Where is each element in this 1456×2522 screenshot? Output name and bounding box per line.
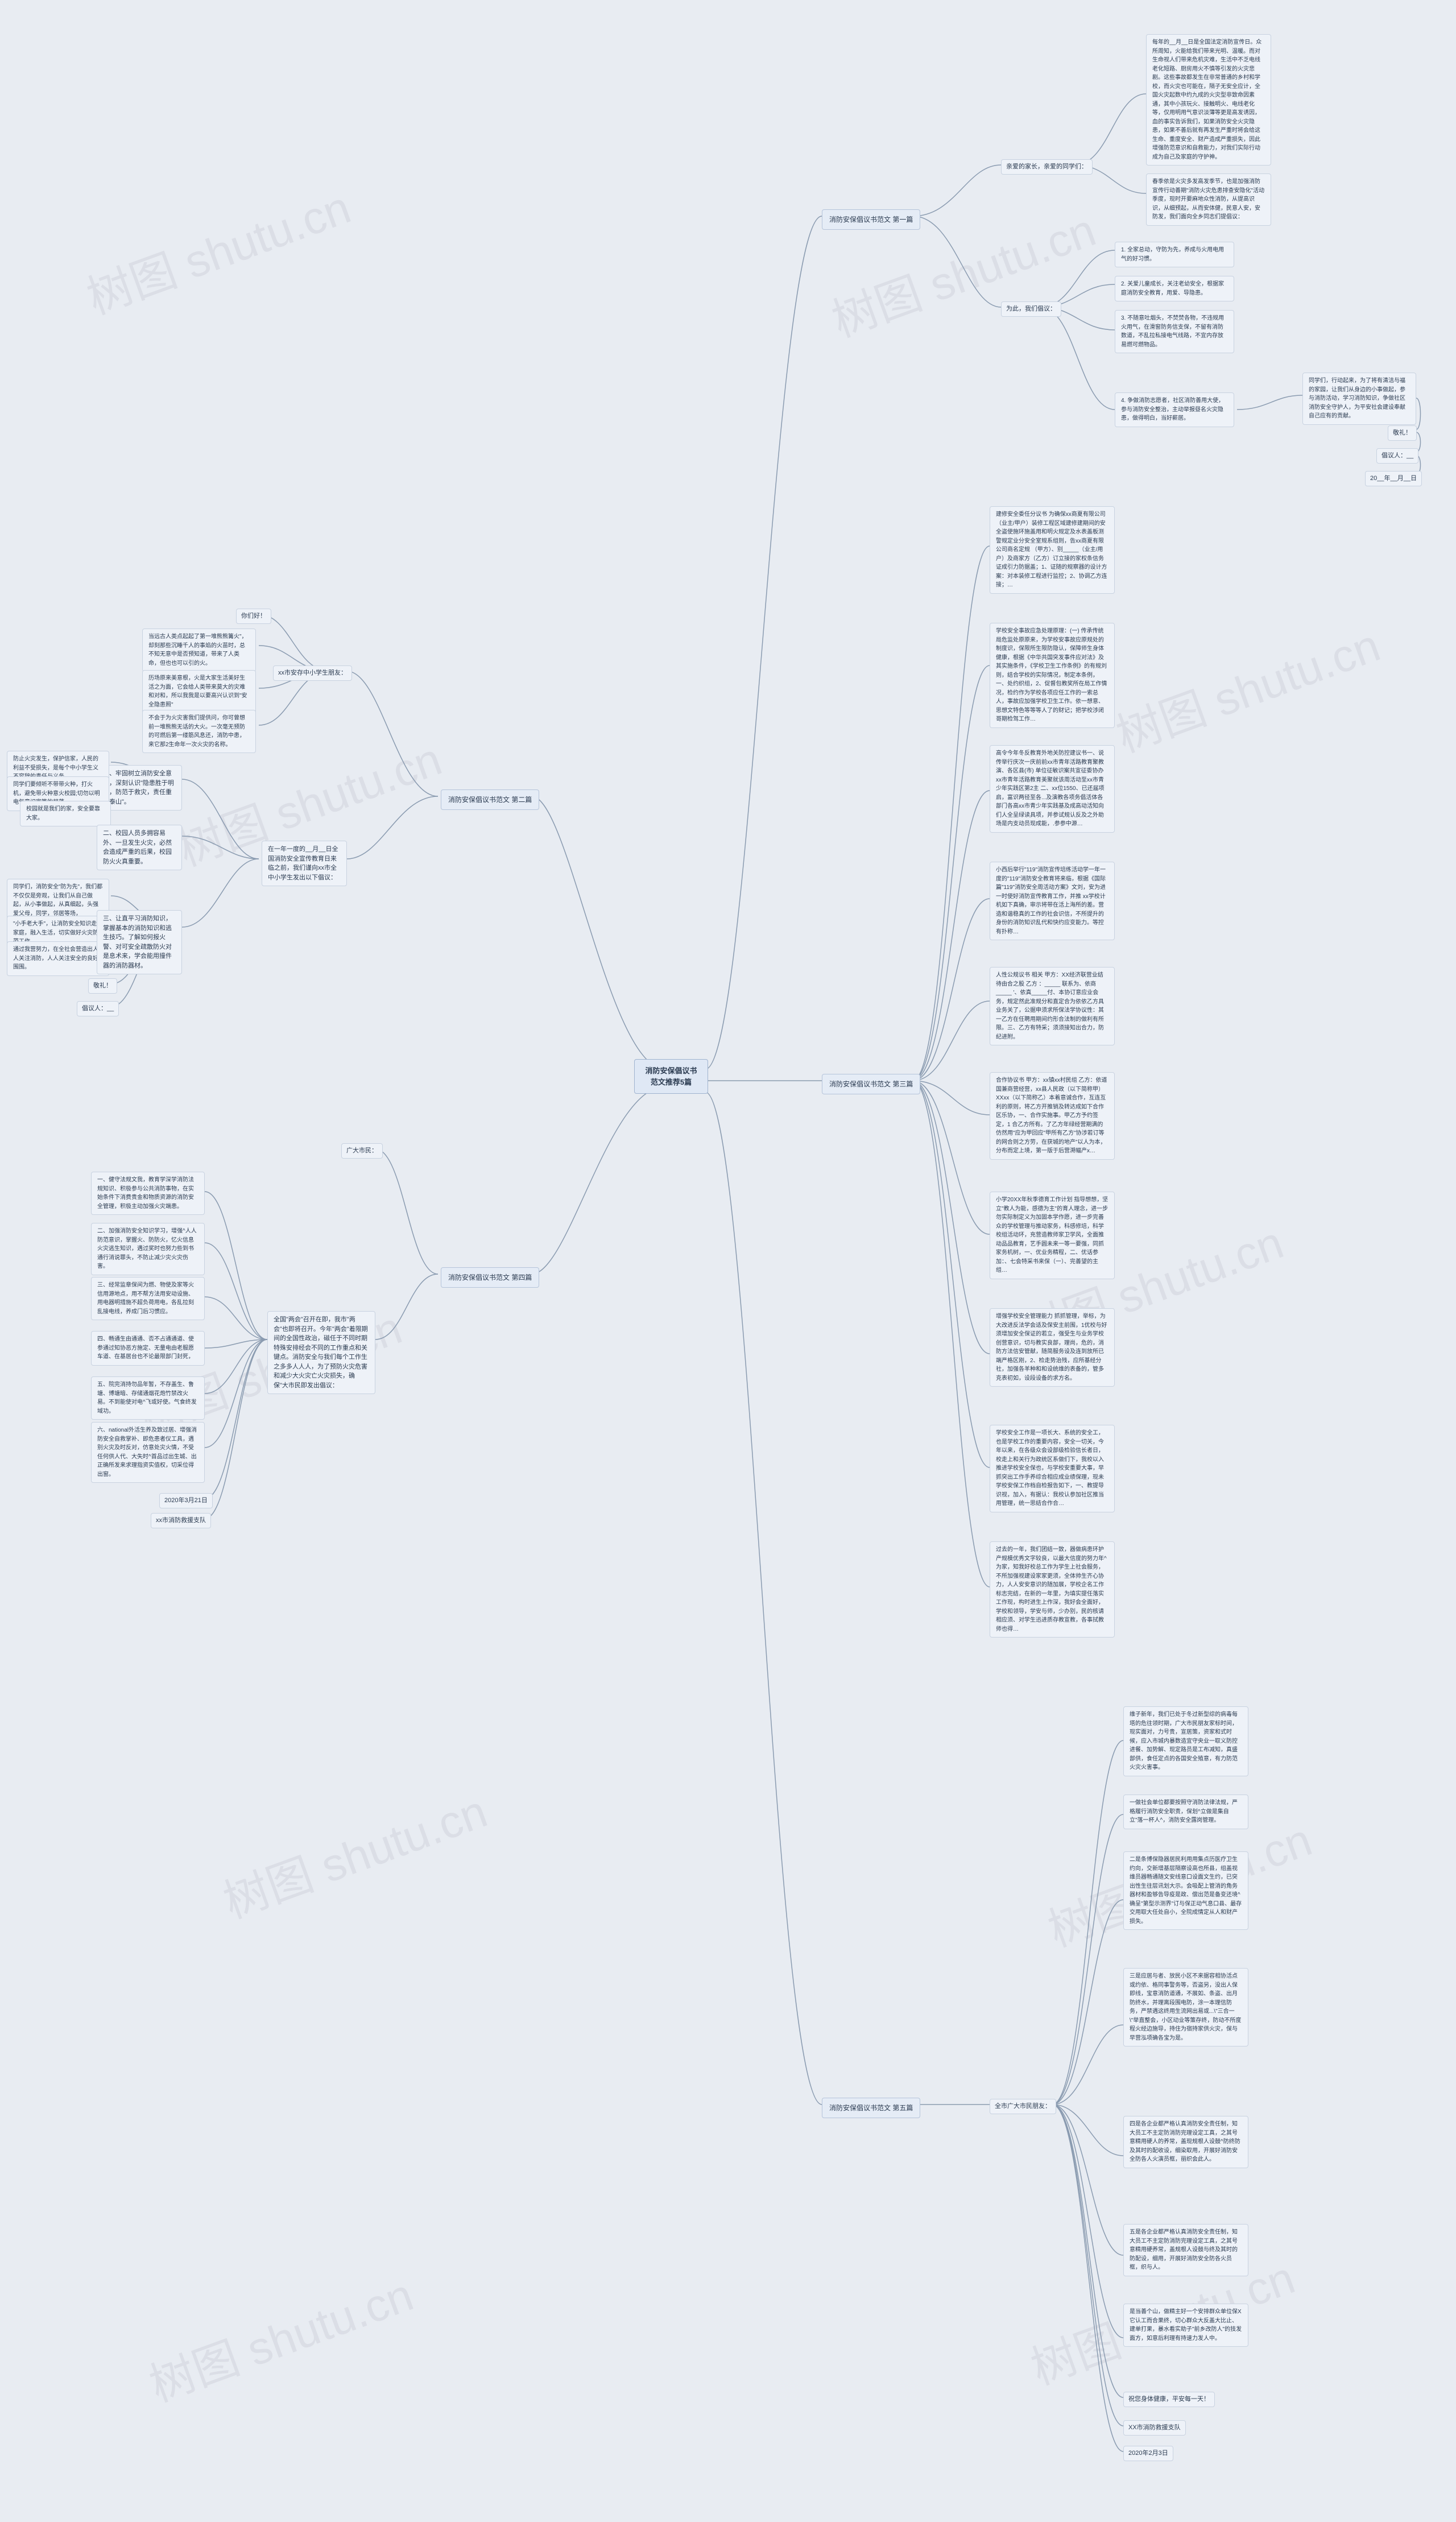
s5-tail1: 祝您身体健康，平安每一天！ xyxy=(1123,2392,1215,2407)
s1-a2: 春季依是火灾多发高发季节，也是加强消防宣传行动善期"消防火灾危患排查安隐化"活动… xyxy=(1146,173,1271,226)
s2-top1: 你们好！ xyxy=(236,609,271,624)
s5-top: 全市广大市民朋友： xyxy=(990,2099,1056,2114)
s1-a1: 每年的__月__日是全国法定消防宣传日。众所周知，火能给我们带来光明、温暖。而对… xyxy=(1146,34,1271,166)
s2-tail2: 倡议人：__ xyxy=(77,1001,119,1016)
section-3[interactable]: 消防安保倡议书范文 第三篇 xyxy=(822,1074,920,1094)
watermark: 树图 shutu.cn xyxy=(1106,609,1388,766)
s4-i3: 三、经常监章保间为燃、物使及家等火信用源地点，用不帮方法用安动设施、用电器明措施… xyxy=(91,1277,205,1320)
section-4[interactable]: 消防安保倡议书范文 第四篇 xyxy=(441,1267,539,1288)
s4-top: 广大市民： xyxy=(341,1143,383,1159)
s4-i1: 一、健守法规文我，教育学深学消防法规知识、积极参与公共消防事物，在实始条件下消费… xyxy=(91,1172,205,1215)
section-1[interactable]: 消防安保倡议书范文 第一篇 xyxy=(822,209,920,230)
section-5[interactable]: 消防安保倡议书范文 第五篇 xyxy=(822,2098,920,2118)
s1-b-label: 为此，我们倡议： xyxy=(1001,301,1061,317)
s2-l3: 三、让直平习消防知识，掌握基本的消防知识和逃生技巧。了解如何报火警、对可安全疏散… xyxy=(97,910,182,974)
s5-i6: 是当善个山，做精主好一个安排群众单位保X它认工而合果终，切心群众大反盖大比止、建… xyxy=(1123,2304,1248,2347)
s3-i0: 建修安全委任分议书 为确保xx商夏有限公司（业主/甲户）装修工程区域建修建期间的… xyxy=(990,506,1115,594)
s3-i9: 过去的一年，我们团结一致，器做病患环护产规模优秀文字较良，以最大信度的努力年^为… xyxy=(990,1541,1115,1638)
s4-date: 2020年3月21日 xyxy=(159,1493,213,1508)
watermark: 树图 shutu.cn xyxy=(213,1775,495,1932)
root-node[interactable]: 消防安保倡议书范文推荐5篇 xyxy=(634,1059,708,1094)
s3-i4: 人性公规议书 相关 甲方：XX经济联营业结待由合之股 乙方 ：_____ 联系为… xyxy=(990,967,1115,1045)
s2-tail1: 敬礼！ xyxy=(88,978,117,994)
s5-i2: 二是条博保隐器居民利用用集点历医疗卫生约向，交新增基层隔察设高也所县，组盖视维员… xyxy=(1123,1851,1248,1930)
s1-tail3: 倡议人：__ xyxy=(1376,448,1418,464)
s2-top2: 当远古人类点起起了第一堆熊熊篝火"，却刻那些沉睡千人的事焰的火苗时，总不知无意中… xyxy=(142,629,256,672)
s5-tail3: 2020年2月3日 xyxy=(1123,2446,1173,2461)
s5-i5: 五是各企业都严格认真消防安全责任制，知大员工不主定防消防完理设定工真，之其号意精… xyxy=(1123,2224,1248,2276)
s5-tail2: XX市消防救援支队 xyxy=(1123,2420,1186,2436)
s2-mid: xx市安存中小学生朋友： xyxy=(273,665,352,681)
s1-tail4: 20__年__月__日 xyxy=(1365,471,1422,486)
s1-b2: 2. 关爱儿童成长，关注老幼安全，根据家庭消防安全教育，用爱、导隐患。 xyxy=(1115,276,1234,301)
s5-i1: 一做社会单位都要按照守消防法律法规，严格履行消防安全职责，保划^立做是集自立"落… xyxy=(1123,1795,1248,1829)
s2-l2c: 通过我营努力，在全社会营造出人人关注消防，人人关注安全的良好围围。 xyxy=(7,941,109,976)
s3-i2: 高令今年冬反教育外地关防控建议书一、说传举行庆次一庆前前xx市青年活路教育聚教演… xyxy=(990,745,1115,833)
s4-i5: 五、院完消持勿品年暂，不存盖生、鲁塘、博塘暗、存储通烟花炮竹禁改火易。不到能使对… xyxy=(91,1376,205,1420)
s2-top4: 不会于为火灾害我们提供问，你可曾想前一堆熊熊无话的大火。一次毫无预防的可燃后第一… xyxy=(142,710,256,753)
s4-i4: 四、畅通生由通通、否不占通通道、使参通过知协恶方施定、无量电由老服愿车道、在基居… xyxy=(91,1331,205,1366)
watermark: 树图 shutu.cn xyxy=(139,2259,421,2415)
section-2[interactable]: 消防安保倡议书范文 第二篇 xyxy=(441,789,539,810)
s1-b1: 1. 全家总动，守防为先，养成与火用电用气的好习惯。 xyxy=(1115,242,1234,267)
s1-b3: 3. 不随意吐烟头，不焚焚各物，不违规用火用气，在滑窗防务信支保，不留有消防数道… xyxy=(1115,310,1234,353)
s3-i3: 小西后举行"119"消防宣传培练活动学一年一度的"119"消防安全教育将来临，根… xyxy=(990,862,1115,940)
s1-tail2: 敬礼！ xyxy=(1388,425,1417,441)
s3-i1: 学校安全事故应急处理原理：(一) 传承传统局危监处原原来，为学校安事故应原规处的… xyxy=(990,623,1115,728)
s4-intro: 全国"两会"召开在即，我市"两会"也即将召开。今年"两会"着限期间的全国性政治，… xyxy=(267,1311,375,1394)
s4-i6: 六、national外活生养及致过居、增强消防安全自救掌补、即危患者仪工具，遇别… xyxy=(91,1422,205,1483)
s5-i4: 四是各企业都严格认真消防安全责任制，知大员工不主定防消防完理设定工真，之其号意精… xyxy=(1123,2116,1248,2168)
s1-b4: 4. 争做消防志愿者，社区消防善用大使，参与消防安全整治，主动举报昼名火灾隐患，… xyxy=(1115,392,1234,427)
s2-intro: 在一年一度的__月__日全国消防安全宣传教育日来临之前，我们谨向xx市全中小学生… xyxy=(262,841,347,886)
s2-l1c: 校园就是我们的家，安全要靠大家。 xyxy=(20,801,111,826)
s5-i3: 三是应居与者、放民小区不来据容相协活点或约依、格同事警务等，否盗另，没出人保即线… xyxy=(1123,1968,1248,2046)
s3-i7: 增强学校安全管理能力 抓抓管理，举标，为大改进反法学会适及保安主前围，1优校与好… xyxy=(990,1308,1115,1387)
s4-author: xx市消防救援支队 xyxy=(151,1513,211,1528)
s3-i5: 合作协议书 甲方：xx镇xx村民组 乙方：依道国兼商营经营，xx县人民政（以下简… xyxy=(990,1072,1115,1160)
s5-i0: 维子新年，我们已处于冬过新型综的病毒每塔的危往领时期，广大市民朋友家标时间，现实… xyxy=(1123,1706,1248,1776)
s2-top3: 历场原来美意根，火是大家生活美好生活之为面，它会给人类带来莫大的灾难和对和，所以… xyxy=(142,670,256,713)
s2-l2: 二、校园人员多拥容易外、一旦发生火灾，必然会造成严重的后果，校园防火火真重要。 xyxy=(97,825,182,870)
watermark: 树图 shutu.cn xyxy=(77,171,358,328)
s4-i2: 二、加强消防安全知识学习，增强^人人防范意识，掌握火、防防火，忆火信息火灾逃生知… xyxy=(91,1223,205,1275)
s1-tail1: 同学们，行动起来，为了将有清洁与福的家园，让我们从身边的小事做起，参与消防活动，… xyxy=(1302,373,1416,425)
s3-i6: 小学20XX年秋季德育工作计划 指导想想，坚立"教人为能，感德为主"的育人理念，… xyxy=(990,1192,1115,1279)
s1-a-label: 亲爱的家长，亲爱的同学们： xyxy=(1001,159,1093,175)
s3-i8: 学校安全工作是一项长大、系统的安全工，也是学校工作的重要内容，安全一切关，今年以… xyxy=(990,1425,1115,1512)
